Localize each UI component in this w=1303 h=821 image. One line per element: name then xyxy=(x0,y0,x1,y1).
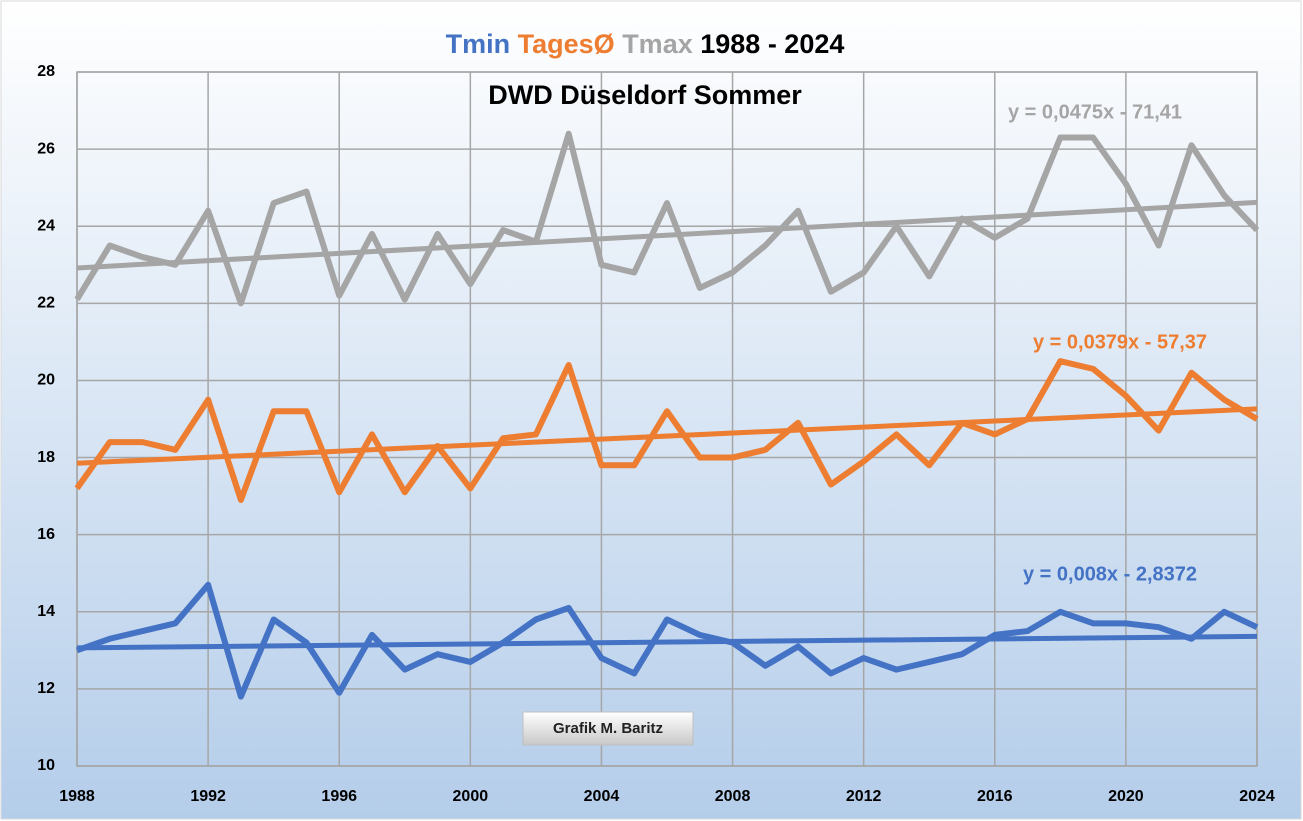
x-tick-label: 1996 xyxy=(321,788,357,805)
title-series-0: Tmin xyxy=(446,29,511,59)
x-tick-label: 1992 xyxy=(190,788,226,805)
y-tick-label: 26 xyxy=(37,140,55,157)
annotation: Grafik M. Baritz xyxy=(553,720,663,737)
x-tick-label: 2024 xyxy=(1239,788,1275,805)
chart-subtitle: DWD Düseldorf Sommer xyxy=(488,80,802,110)
y-tick-label: 22 xyxy=(37,295,55,312)
x-tick-label: 2020 xyxy=(1108,788,1144,805)
trend-line xyxy=(76,633,1258,651)
trend-label: y = 0,008x - 2,8372 xyxy=(1023,563,1197,585)
title-series-2: Tmax xyxy=(622,29,693,59)
trend-line xyxy=(76,199,1258,271)
x-tick-label: 2016 xyxy=(977,788,1013,805)
series-line xyxy=(74,358,1259,503)
y-tick-label: 16 xyxy=(37,526,55,543)
trend-line xyxy=(76,406,1258,466)
y-tick-label: 18 xyxy=(37,449,55,466)
title-years: 1988 - 2024 xyxy=(700,29,844,59)
annotation-box xyxy=(522,711,694,746)
x-tick-label: 2000 xyxy=(453,788,489,805)
y-tick-label: 24 xyxy=(37,217,55,234)
x-tick-label: 2008 xyxy=(715,788,751,805)
chart-title: Tmin TagesØ Tmax 1988 - 2024 xyxy=(446,29,845,59)
x-tick-label: 2004 xyxy=(584,788,620,805)
plot-area: 10 12 14 16 18 20 22 24 26 28 1988 1992 1996 2000 2004… xyxy=(37,63,1275,805)
series-line xyxy=(74,130,1260,307)
y-tick-label: 12 xyxy=(37,680,55,697)
y-tick-label: 20 xyxy=(37,372,55,389)
y-tick-label: 28 xyxy=(37,63,55,80)
x-tick-label: 2012 xyxy=(846,788,882,805)
series-line xyxy=(76,581,1259,700)
y-tick-label: 10 xyxy=(37,757,55,774)
x-tick-label: 1988 xyxy=(59,788,95,805)
trend-label: y = 0,0475x - 71,41 xyxy=(1008,101,1182,123)
trend-label: y = 0,0379x - 57,37 xyxy=(1033,331,1207,353)
y-tick-label: 14 xyxy=(37,603,55,620)
title-series-1: TagesØ xyxy=(518,29,615,59)
